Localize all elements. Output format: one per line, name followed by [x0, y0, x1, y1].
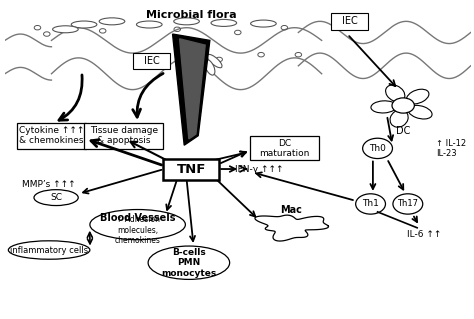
- FancyBboxPatch shape: [250, 136, 319, 160]
- Text: B-cells
PMN
monocytes: B-cells PMN monocytes: [161, 248, 217, 278]
- Text: DC
maturation: DC maturation: [259, 139, 310, 158]
- Text: inflammatory cells: inflammatory cells: [10, 246, 88, 255]
- Text: ↑ IL-12
IL-23: ↑ IL-12 IL-23: [436, 139, 466, 158]
- Text: SC: SC: [50, 193, 62, 202]
- Text: IEC: IEC: [342, 16, 357, 26]
- Ellipse shape: [137, 21, 162, 28]
- FancyBboxPatch shape: [164, 159, 219, 180]
- Text: ↑ Adhesion
molecules,
chemokines: ↑ Adhesion molecules, chemokines: [115, 215, 161, 245]
- Text: Blood Vessels: Blood Vessels: [100, 213, 175, 223]
- Ellipse shape: [9, 241, 90, 259]
- FancyBboxPatch shape: [331, 13, 368, 30]
- Text: Th0: Th0: [369, 144, 386, 153]
- Ellipse shape: [90, 210, 185, 240]
- Text: Tissue damage
& apoptosis: Tissue damage & apoptosis: [90, 126, 158, 145]
- Text: Th1: Th1: [362, 199, 379, 208]
- Text: IEC: IEC: [144, 56, 159, 66]
- Ellipse shape: [371, 101, 396, 113]
- Text: Th17: Th17: [397, 199, 419, 208]
- Polygon shape: [180, 39, 205, 139]
- Ellipse shape: [99, 18, 125, 25]
- FancyBboxPatch shape: [133, 53, 170, 69]
- Ellipse shape: [390, 110, 408, 127]
- Ellipse shape: [407, 89, 429, 104]
- Circle shape: [356, 194, 385, 214]
- Ellipse shape: [205, 60, 215, 75]
- Ellipse shape: [408, 105, 432, 119]
- Ellipse shape: [71, 21, 97, 28]
- Text: Microbial flora: Microbial flora: [146, 10, 237, 20]
- Text: Mac: Mac: [281, 205, 302, 215]
- FancyBboxPatch shape: [17, 123, 86, 149]
- Ellipse shape: [34, 190, 78, 205]
- Circle shape: [392, 98, 414, 113]
- Ellipse shape: [174, 18, 200, 25]
- Ellipse shape: [53, 26, 78, 33]
- Text: MMP’s ↑↑↑: MMP’s ↑↑↑: [22, 181, 76, 189]
- Ellipse shape: [207, 54, 222, 68]
- Text: IFN-γ ↑↑↑: IFN-γ ↑↑↑: [235, 165, 283, 174]
- Ellipse shape: [211, 19, 237, 26]
- Ellipse shape: [251, 20, 276, 27]
- Polygon shape: [173, 34, 210, 145]
- Text: IL-6 ↑↑: IL-6 ↑↑: [407, 230, 441, 239]
- Text: Cytokine ↑↑↑
& chemokines: Cytokine ↑↑↑ & chemokines: [19, 126, 84, 145]
- FancyBboxPatch shape: [84, 123, 163, 149]
- Circle shape: [393, 194, 423, 214]
- Polygon shape: [255, 215, 328, 241]
- Ellipse shape: [197, 48, 209, 62]
- Circle shape: [363, 138, 392, 159]
- Text: TNF: TNF: [176, 162, 206, 175]
- Ellipse shape: [386, 85, 405, 102]
- Text: DC: DC: [396, 126, 410, 136]
- Ellipse shape: [148, 246, 229, 279]
